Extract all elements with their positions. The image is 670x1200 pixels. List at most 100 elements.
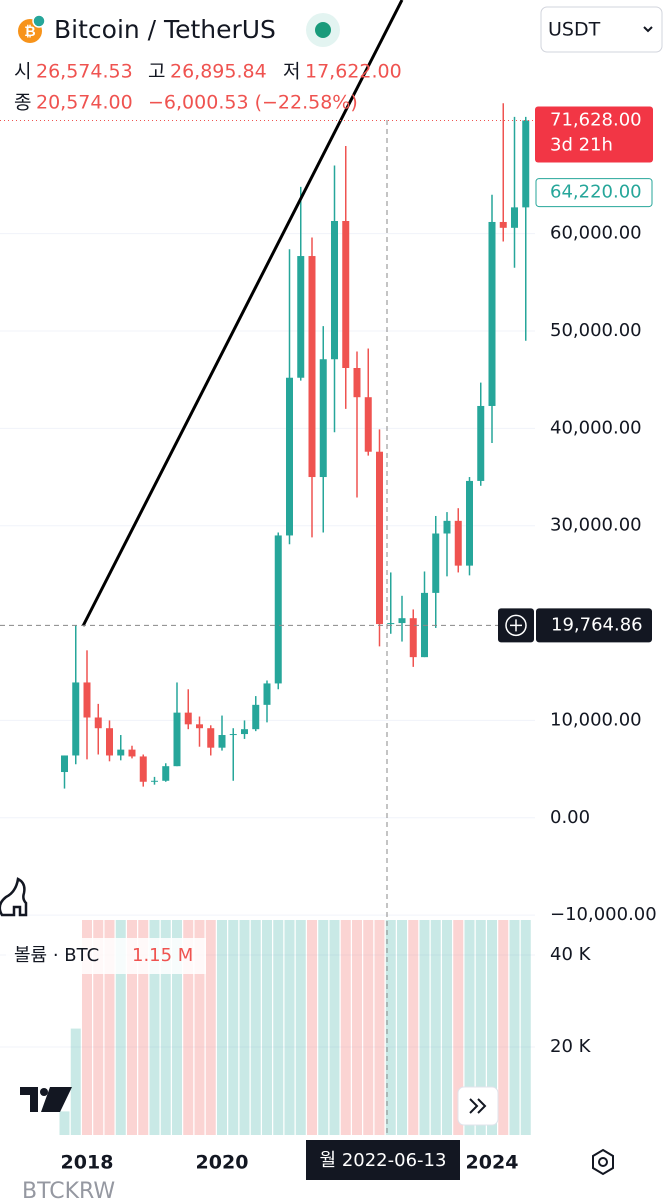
volume-bar [464, 920, 475, 1135]
volume-bar [273, 920, 284, 1135]
price-pane [61, 103, 530, 789]
ohlc-value: 26,895.84 [170, 61, 267, 83]
candle-body [218, 735, 226, 748]
trend-line [81, 0, 404, 627]
volume-bar [397, 920, 407, 1135]
candle-body [72, 682, 80, 756]
candle-body [331, 220, 338, 360]
candle-body [196, 724, 203, 729]
volume-bar [149, 920, 160, 1135]
volume-bar [205, 920, 216, 1135]
volume-bar [520, 920, 531, 1135]
volume-bar [115, 920, 126, 1135]
volume-bar [352, 920, 362, 1135]
dropdown-caret [643, 26, 653, 33]
volume-bar [329, 920, 340, 1135]
status-dot [315, 22, 331, 38]
candle-body [488, 221, 496, 406]
volume-pane [59, 920, 531, 1135]
volume-bar [239, 920, 250, 1135]
drawing-tool-icon[interactable] [0, 877, 28, 917]
volume-bar [70, 1028, 81, 1135]
candle-body [252, 704, 260, 730]
y-tick-label: 40,000.00 [550, 417, 642, 438]
tv-logo [20, 1087, 72, 1112]
marked-price-box [535, 178, 653, 208]
volume-title: 볼륨 · BTC [14, 945, 99, 966]
volume-bar [250, 920, 261, 1135]
candle-body [173, 712, 181, 767]
volume-bar [307, 920, 317, 1135]
next-symbol[interactable]: BTCKRW [22, 1179, 115, 1200]
candle-body [106, 728, 113, 756]
quote-icon [32, 14, 46, 28]
x-tick-label: 2018 [61, 1152, 114, 1174]
y-tick-label: 60,000.00 [550, 223, 642, 244]
volume-bar [172, 920, 182, 1135]
crosshair-date: 월 2022-06-13 [320, 1150, 447, 1171]
candle-body [94, 717, 102, 729]
candle-body [522, 120, 530, 208]
y-tick-label: 10,000.00 [550, 709, 642, 730]
volume-bar [374, 920, 385, 1135]
volume-bar [104, 920, 115, 1135]
candle-body [117, 749, 125, 756]
quote-dropdown[interactable] [540, 6, 663, 53]
volume-bar [217, 920, 227, 1135]
grid [0, 233, 535, 1048]
x-tick-label: 2020 [196, 1152, 249, 1174]
candle-body [128, 749, 136, 757]
quote-label[interactable]: USDT [548, 19, 601, 41]
ohlc-key: 시 [14, 61, 31, 83]
candle-body [409, 618, 417, 658]
candle-body [443, 520, 451, 534]
volume-bar [442, 920, 452, 1135]
last-price-box [535, 106, 653, 163]
volume-bar [318, 920, 329, 1135]
volume-bar [82, 920, 92, 1135]
candle-body [297, 256, 305, 378]
y-tick-label: −10,000.00 [550, 904, 657, 925]
overlay: −10,000.00 0.00 10,000.00 30,000.00 40,000.0… [0, 106, 657, 1057]
volume-bar [160, 920, 171, 1135]
settings-button[interactable] [592, 1148, 614, 1176]
volume-readout: 1.15 M [132, 945, 193, 966]
volume-bar [284, 920, 295, 1135]
crosshair-price-label: 19,764.86 [551, 614, 643, 635]
close-change: −6,000.53 (−22.58%) [148, 92, 358, 114]
volume-bar [498, 920, 509, 1135]
volume-bar [408, 920, 419, 1135]
candle-body [308, 256, 316, 478]
x-axis: 2018 2020 2024 [61, 1152, 519, 1174]
candle-body [263, 683, 271, 705]
last-price-countdown: 3d 21h [550, 134, 613, 155]
volume-bar [295, 920, 306, 1135]
candle-body [466, 480, 473, 566]
candle-body [398, 618, 406, 624]
candle-body [162, 766, 170, 781]
candle-body [61, 755, 68, 773]
volume-bar [93, 920, 104, 1135]
candle-body [207, 728, 215, 748]
candle-body [184, 712, 192, 725]
candle-body [499, 221, 507, 228]
volume-bar [475, 920, 486, 1135]
volume-bar [363, 920, 374, 1135]
candle-body [477, 405, 485, 481]
volume-bar [487, 920, 497, 1135]
chevrons [469, 1098, 487, 1114]
volume-tick-label: 20 K [550, 1036, 592, 1057]
candle-body [241, 729, 248, 735]
symbol-title: Bitcoin / TetherUS [54, 15, 276, 44]
candle-body [387, 623, 395, 625]
tv-logo-dot [40, 1088, 48, 1096]
candle-body [274, 535, 282, 684]
volume-bar [183, 920, 194, 1135]
volume-bar [453, 920, 464, 1135]
candle-body [319, 359, 327, 478]
close-value: 20,574.00 [36, 92, 133, 114]
ohlc-key: 저 [283, 61, 300, 83]
candle-body [454, 520, 462, 566]
